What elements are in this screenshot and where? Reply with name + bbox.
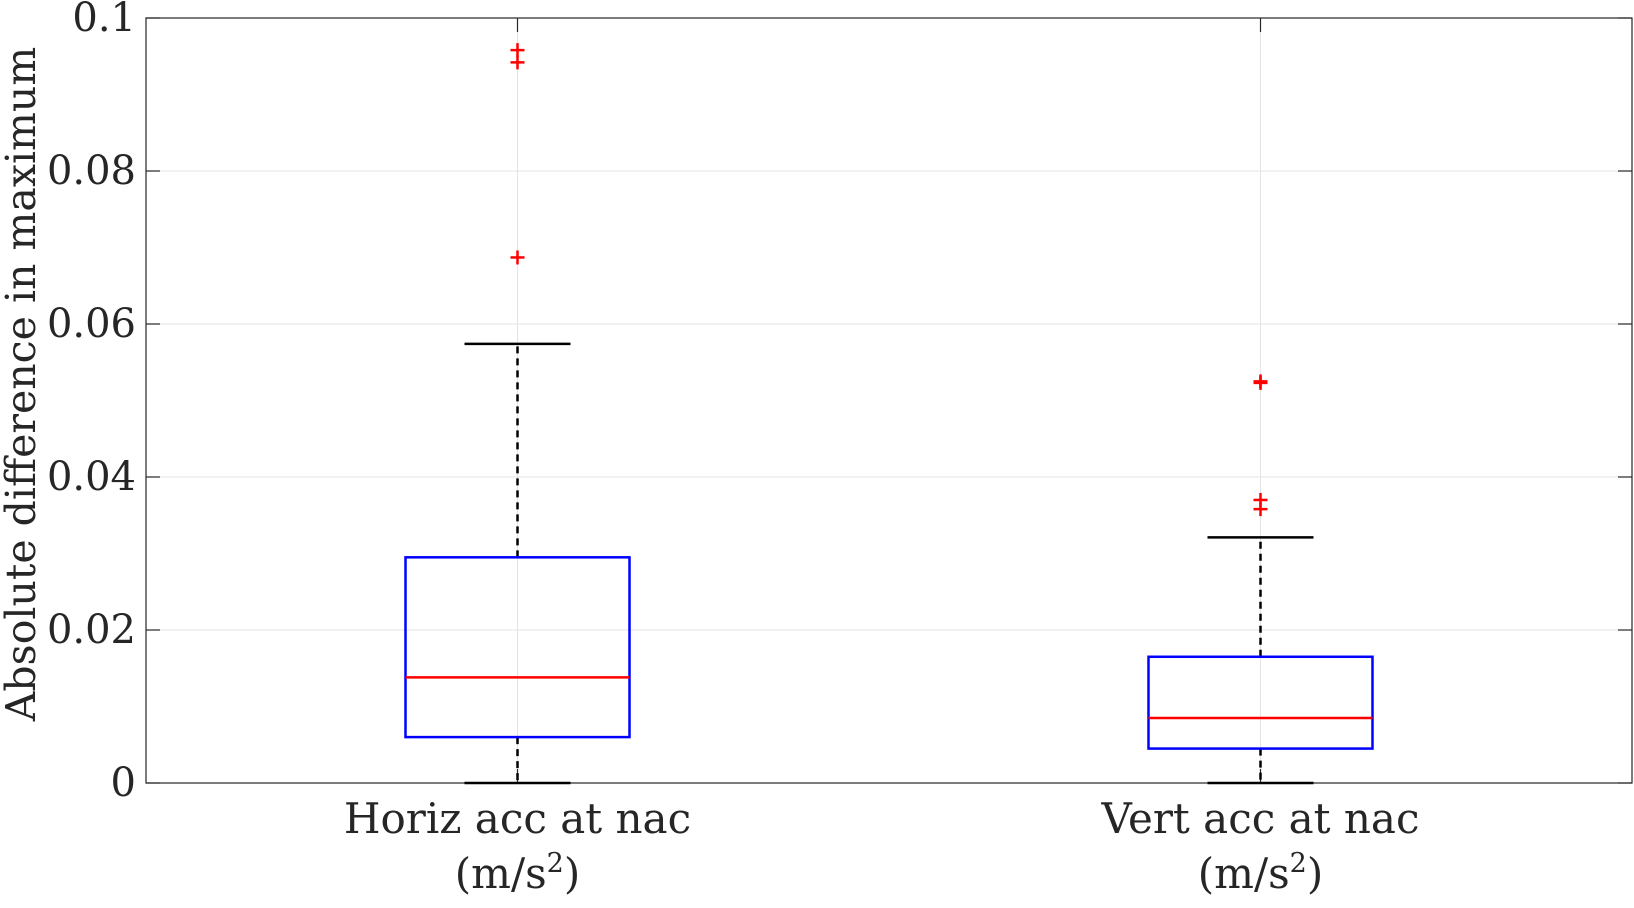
unit-superscript: 2 (547, 848, 564, 879)
y-tick-label: 0.02 (47, 607, 136, 653)
box-group (1147, 374, 1374, 785)
iqr-box (404, 556, 631, 739)
plot-frame (145, 17, 1633, 784)
x-category-unit-label: (m/s2) (455, 848, 581, 898)
outlier-marker (510, 55, 525, 70)
box-layer (404, 43, 1374, 785)
y-tick-label: 0 (111, 760, 136, 806)
outlier-marker (510, 43, 525, 58)
y-tick-label: 0.08 (47, 148, 136, 194)
x-category-unit-label: (m/s2) (1198, 848, 1324, 898)
outlier-marker (1253, 375, 1268, 390)
unit-text: (m/s (1198, 849, 1290, 898)
unit-superscript: 2 (1290, 848, 1307, 879)
iqr-box (1147, 655, 1374, 750)
outlier-marker (510, 250, 525, 265)
y-tick-label: 0.04 (47, 454, 136, 500)
y-tick-label: 0.06 (47, 301, 136, 347)
x-category-label: Horiz acc at nac (344, 794, 691, 843)
outlier-marker (1253, 502, 1268, 517)
grid-layer (146, 18, 1632, 783)
box-group (404, 43, 631, 785)
y-tick-label: 0.1 (72, 0, 136, 41)
x-category-label: Vert acc at nac (1101, 794, 1420, 843)
y-axis-title: Absolute difference in maximum (0, 47, 45, 722)
unit-text: (m/s (455, 849, 547, 898)
label-layer: Absolute difference in maximum 0 0.02 0.04… (0, 0, 1419, 898)
unit-close: ) (564, 849, 580, 898)
unit-close: ) (1307, 849, 1323, 898)
axes-layer (145, 17, 1633, 784)
